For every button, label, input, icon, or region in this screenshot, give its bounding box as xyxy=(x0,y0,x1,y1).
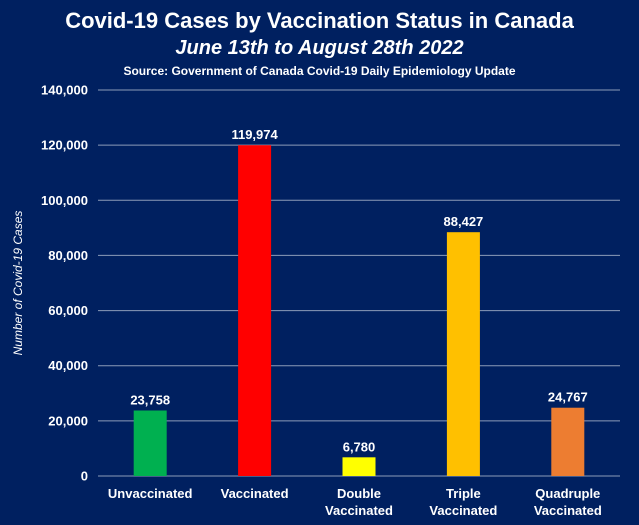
bar xyxy=(551,407,585,476)
y-tick-label: 40,000 xyxy=(48,358,88,373)
data-label: 24,767 xyxy=(548,390,588,405)
chart-subtitle: June 13th to August 28th 2022 xyxy=(175,37,464,59)
data-label: 119,974 xyxy=(231,127,278,142)
x-tick-label: Vaccinated xyxy=(221,486,289,501)
y-tick-label: 0 xyxy=(81,469,88,484)
y-tick-label: 120,000 xyxy=(41,138,88,153)
x-tick-label: Double xyxy=(337,486,381,501)
x-tick-label: Vaccinated xyxy=(429,503,497,518)
y-tick-label: 20,000 xyxy=(48,413,88,428)
x-tick-label: Vaccinated xyxy=(534,503,602,518)
x-tick-label: Triple xyxy=(446,486,481,501)
x-tick-label: Vaccinated xyxy=(325,503,393,518)
chart-title: Covid-19 Cases by Vaccination Status in … xyxy=(65,8,574,33)
data-label: 6,780 xyxy=(343,439,376,454)
y-tick-label: 100,000 xyxy=(41,193,88,208)
bar xyxy=(238,145,272,476)
y-tick-label: 80,000 xyxy=(48,248,88,263)
data-label: 88,427 xyxy=(444,214,484,229)
bar xyxy=(342,457,376,476)
x-tick-label: Quadruple xyxy=(535,486,600,501)
y-axis-title: Number of Covid-19 Cases xyxy=(11,211,25,356)
bar xyxy=(133,410,167,476)
bar xyxy=(446,232,480,476)
chart-source: Source: Government of Canada Covid-19 Da… xyxy=(123,64,516,78)
x-tick-label: Unvaccinated xyxy=(108,486,193,501)
y-tick-label: 140,000 xyxy=(41,83,88,98)
y-tick-label: 60,000 xyxy=(48,303,88,318)
data-label: 23,758 xyxy=(130,392,170,407)
